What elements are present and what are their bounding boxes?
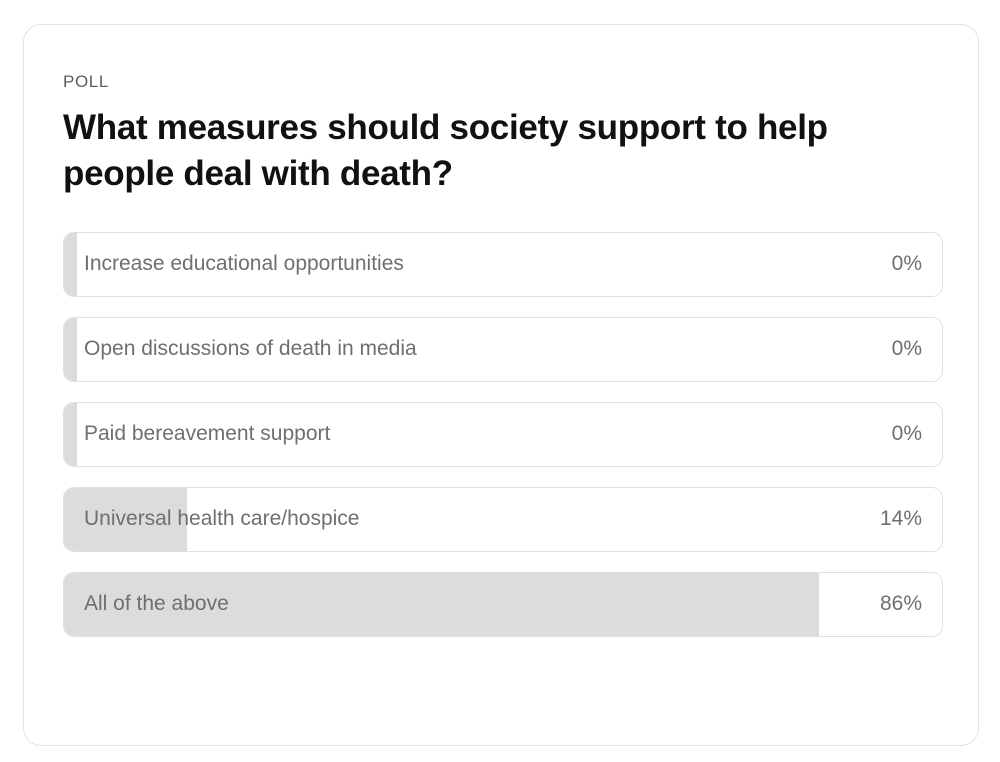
result-bar <box>64 233 77 296</box>
option-percent: 0% <box>891 337 922 360</box>
poll-options: Increase educational opportunities 0% Op… <box>63 232 943 657</box>
option-percent: 86% <box>879 592 922 615</box>
option-label: Paid bereavement support <box>84 422 331 445</box>
poll-option-increase-education[interactable]: Increase educational opportunities 0% <box>63 232 943 297</box>
option-percent: 0% <box>891 252 922 275</box>
poll-option-bereavement-support[interactable]: Paid bereavement support 0% <box>63 402 943 467</box>
poll-option-all-of-the-above[interactable]: All of the above 86% <box>63 572 943 637</box>
poll-question: What measures should society support to … <box>63 108 828 193</box>
result-bar <box>64 318 77 381</box>
option-percent: 14% <box>879 507 922 530</box>
poll-option-media-discussions[interactable]: Open discussions of death in media 0% <box>63 317 943 382</box>
result-bar <box>64 403 77 466</box>
poll-option-universal-health-care[interactable]: Universal health care/hospice 14% <box>63 487 943 552</box>
poll-card: POLL What measures should society suppor… <box>23 24 979 746</box>
option-label: All of the above <box>84 592 229 615</box>
option-percent: 0% <box>891 422 922 445</box>
result-bar <box>64 573 820 636</box>
poll-eyebrow: POLL <box>63 72 109 91</box>
result-bar <box>64 488 187 551</box>
option-label: Open discussions of death in media <box>84 337 417 360</box>
option-label: Increase educational opportunities <box>84 252 404 275</box>
option-label: Universal health care/hospice <box>84 507 360 530</box>
